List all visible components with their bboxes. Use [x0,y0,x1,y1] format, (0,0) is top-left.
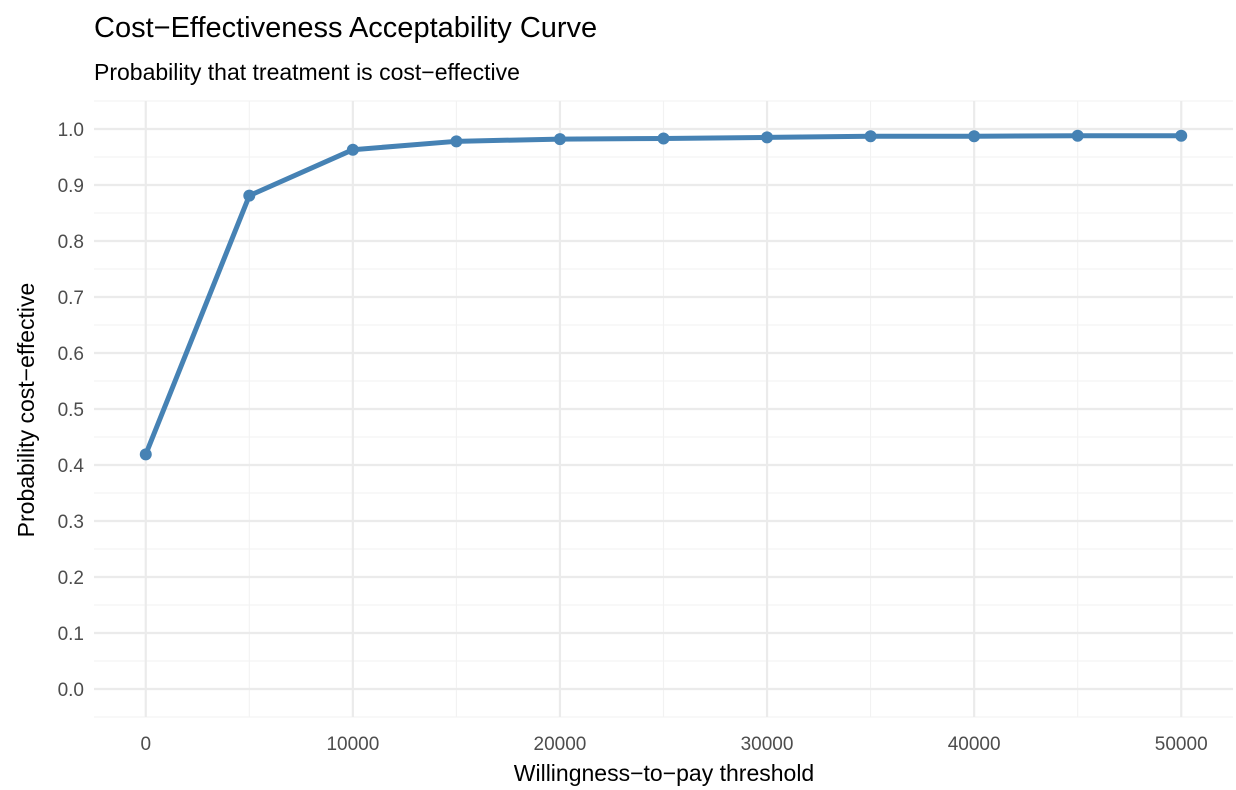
data-point [657,132,670,145]
x-tick-label: 10000 [326,734,379,755]
y-tick-label: 1.0 [58,120,84,141]
y-tick-label: 0.8 [58,232,84,253]
chart-subtitle: Probability that treatment is cost−effec… [94,59,520,85]
x-tick-label: 50000 [1155,734,1208,755]
x-axis-title: Willingness−to−pay threshold [514,760,814,786]
x-tick-label: 30000 [741,734,794,755]
series-layer [139,129,1188,461]
y-tick-label: 0.7 [58,288,84,309]
data-point [139,448,152,461]
y-tick-label: 0.5 [58,400,84,421]
y-axis-ticks: 0.0 0.1 0.2 0.3 0.4 0.5 0.6 0.7 0.8 0.9 1.0 [58,120,85,701]
y-tick-label: 0.9 [58,176,84,197]
data-point [346,143,359,156]
x-tick-label: 40000 [948,734,1001,755]
y-tick-label: 0.4 [58,456,85,477]
data-point [243,189,256,202]
data-point [864,130,877,143]
y-tick-label: 0.6 [58,344,84,365]
data-point [553,133,566,146]
data-point [968,130,981,143]
y-tick-label: 0.1 [58,624,84,645]
y-tick-label: 0.3 [58,512,84,533]
chart-title: Cost−Effectiveness Acceptability Curve [94,12,597,44]
x-tick-label: 20000 [534,734,587,755]
x-tick-label: 0 [140,734,151,755]
data-point [761,131,774,144]
y-axis-title: Probability cost−effective [13,283,39,538]
y-tick-label: 0.0 [58,680,84,701]
y-tick-label: 0.2 [58,568,84,589]
data-point [1175,129,1188,142]
gridlines [94,100,1233,718]
x-axis-ticks: 0 10000 20000 30000 40000 50000 [140,734,1207,755]
data-point [450,135,463,148]
data-point [1071,129,1084,142]
